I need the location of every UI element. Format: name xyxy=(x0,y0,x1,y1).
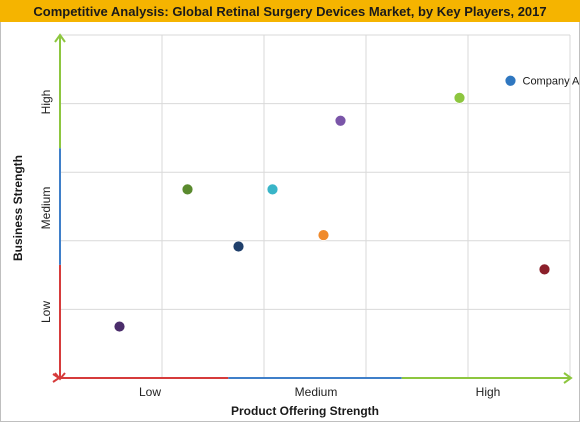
data-point xyxy=(317,229,330,241)
y-arrow-up-icon xyxy=(54,33,66,43)
x-arrow-right-icon xyxy=(563,372,573,384)
data-point xyxy=(453,91,466,104)
data-point xyxy=(504,74,517,87)
x-tick-label: Low xyxy=(139,385,161,399)
axes xyxy=(52,33,573,384)
chart-title-bar: Competitive Analysis: Global Retinal Sur… xyxy=(0,0,580,22)
data-point xyxy=(113,320,126,333)
x-tick-label: High xyxy=(476,385,501,399)
data-point-label: Company A xyxy=(523,76,580,88)
data-point xyxy=(232,240,245,253)
y-tick-label: High xyxy=(39,90,53,115)
y-tick-label: Low xyxy=(39,301,53,323)
grid xyxy=(60,34,571,378)
data-point xyxy=(181,183,194,196)
y-axis-title: Business Strength xyxy=(11,155,25,261)
data-points: Company A xyxy=(113,74,580,333)
data-point xyxy=(334,114,347,127)
tick-labels: Low Medium High Low Medium High xyxy=(39,90,500,399)
x-axis-title: Product Offering Strength xyxy=(231,404,379,418)
data-point xyxy=(538,263,551,276)
data-point xyxy=(266,183,279,196)
chart-title: Competitive Analysis: Global Retinal Sur… xyxy=(33,3,547,19)
x-tick-label: Medium xyxy=(295,385,338,399)
y-arrow-down-icon xyxy=(54,372,66,381)
y-tick-label: Medium xyxy=(39,187,53,230)
